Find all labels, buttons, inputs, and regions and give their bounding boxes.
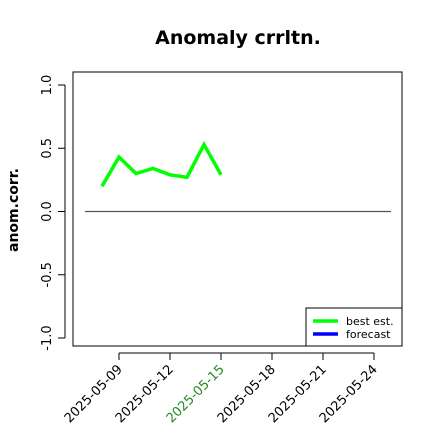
series-layer bbox=[100, 140, 223, 188]
y-tick-label: 1.0 bbox=[40, 75, 55, 96]
y-tick-label: -1.0 bbox=[40, 325, 55, 350]
series-line-best-est- bbox=[100, 140, 223, 188]
legend-label-best-est-: best est. bbox=[346, 315, 394, 328]
y-tick-label: -0.5 bbox=[40, 262, 55, 287]
x-ticks: 2025-05-092025-05-122025-05-152025-05-18… bbox=[62, 353, 381, 426]
y-axis-label: anom.corr. bbox=[6, 168, 22, 252]
y-tick-label: 0.0 bbox=[40, 201, 55, 222]
legend-label-forecast: forecast bbox=[346, 328, 391, 341]
chart-title: Anomaly crrltn. bbox=[155, 27, 321, 49]
y-ticks: -1.0 -0.5 0.0 0.5 1.0 bbox=[40, 75, 65, 351]
y-tick-label: 0.5 bbox=[40, 138, 55, 159]
legend: best est.forecast bbox=[305, 307, 403, 347]
plot-frame bbox=[72, 71, 403, 347]
legend-box bbox=[305, 307, 403, 347]
